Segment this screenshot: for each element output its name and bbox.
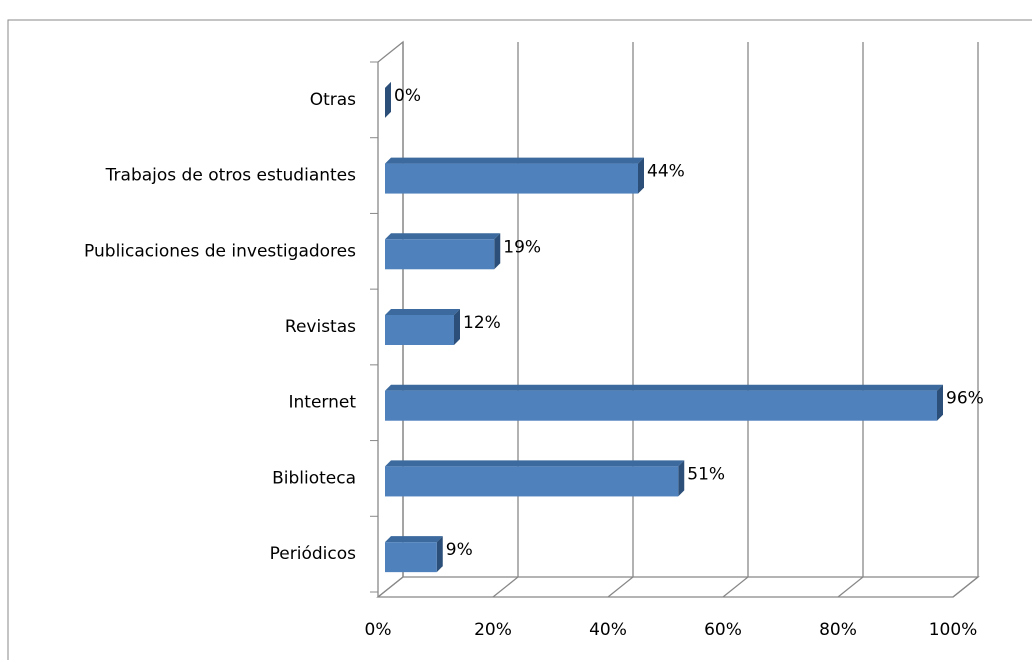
y-tick-label: Revistas xyxy=(285,317,356,337)
bar-face xyxy=(385,384,943,391)
y-tick-label: Publicaciones de investigadores xyxy=(84,241,356,261)
bar-face xyxy=(385,542,437,573)
y-tick-label: Internet xyxy=(288,393,356,413)
bar xyxy=(385,309,460,345)
bar xyxy=(385,81,391,118)
x-tick-label: 80% xyxy=(819,620,857,640)
bar xyxy=(385,384,943,421)
bar-face xyxy=(385,239,495,270)
value-label: 44% xyxy=(647,162,685,182)
value-label: 12% xyxy=(463,313,501,333)
grid-line xyxy=(722,42,749,598)
bar-face xyxy=(385,157,644,164)
value-label: 51% xyxy=(687,464,725,484)
bar-face xyxy=(385,163,638,194)
bar-face xyxy=(436,536,443,573)
y-tick-label: Otras xyxy=(310,90,356,110)
bar-face xyxy=(385,390,937,421)
x-tick-label: 20% xyxy=(474,620,512,640)
grid-line xyxy=(607,42,634,598)
bar-face xyxy=(385,81,391,118)
x-tick-label: 100% xyxy=(929,620,978,640)
y-tick-label: Periódicos xyxy=(270,544,356,564)
bar-face xyxy=(937,384,943,421)
bar-face xyxy=(385,309,460,315)
bar xyxy=(385,460,685,497)
y-tick-label: Biblioteca xyxy=(272,468,356,488)
grid-line xyxy=(837,42,864,598)
bar-face xyxy=(385,315,454,345)
value-label: 0% xyxy=(394,86,421,106)
bar-face xyxy=(494,233,501,270)
bar xyxy=(385,157,644,194)
bar-face xyxy=(385,466,679,497)
bar-face xyxy=(385,536,443,543)
bar-face xyxy=(385,460,685,467)
value-label: 19% xyxy=(503,237,541,257)
bar xyxy=(385,536,443,573)
bar-face xyxy=(678,460,685,497)
x-tick-label: 0% xyxy=(365,620,392,640)
chart-frame xyxy=(7,19,1032,660)
bar-face xyxy=(385,233,501,240)
bar xyxy=(385,233,501,270)
grid-line xyxy=(492,42,519,598)
floor xyxy=(376,576,980,598)
grid-line xyxy=(377,42,404,598)
bar-face xyxy=(638,157,644,194)
x-tick-label: 60% xyxy=(704,620,742,640)
value-label: 96% xyxy=(946,389,984,409)
x-tick-label: 40% xyxy=(589,620,627,640)
value-label: 9% xyxy=(446,540,473,560)
y-tick-label: Trabajos de otros estudiantes xyxy=(105,166,356,186)
bar-face xyxy=(454,309,460,345)
grid-line xyxy=(952,42,979,598)
